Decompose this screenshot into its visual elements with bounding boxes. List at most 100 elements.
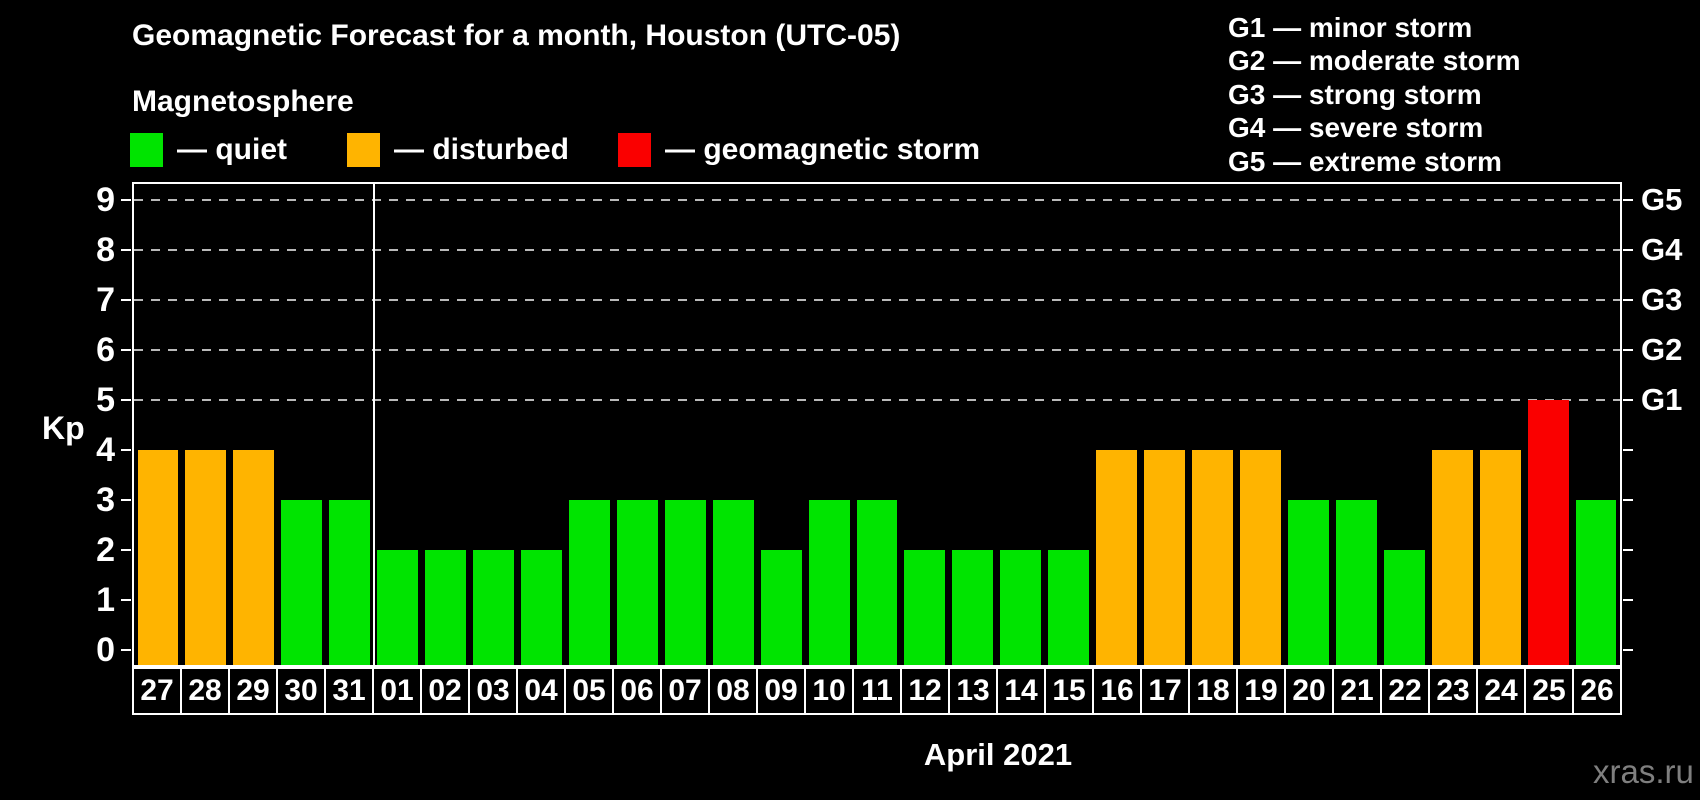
kp-bar-18 — [1192, 450, 1233, 665]
disturbed-swatch-icon — [347, 133, 380, 167]
date-cell-18: 18 — [1188, 667, 1238, 715]
kp-bar-28 — [185, 450, 227, 665]
date-cell-03: 03 — [468, 667, 518, 715]
kp-bar-31 — [329, 500, 371, 665]
date-cell-25: 25 — [1524, 667, 1574, 715]
y-tick-right-3 — [1623, 499, 1633, 501]
y-tick-right-8 — [1623, 249, 1633, 251]
kp-bar-15 — [1048, 550, 1090, 665]
date-cell-24: 24 — [1476, 667, 1526, 715]
quiet-swatch-icon — [130, 133, 163, 167]
x-axis-title: April 2021 — [923, 737, 1073, 772]
kp-bar-13 — [952, 550, 994, 665]
kp-bar-21 — [1335, 500, 1377, 665]
y-tick-right-0 — [1623, 649, 1633, 651]
y-tick-left-8 — [121, 249, 131, 251]
g-level-label-g1: G1 — [1641, 382, 1683, 417]
y-tick-label-4: 4 — [96, 431, 115, 469]
date-cell-15: 15 — [1044, 667, 1094, 715]
g-scale-legend-line-g2: G2 — moderate storm — [1228, 45, 1521, 77]
date-cell-16: 16 — [1092, 667, 1142, 715]
plot-inner — [134, 184, 1620, 665]
kp-bar-05 — [568, 500, 610, 665]
kp-bar-11 — [856, 500, 898, 665]
g-level-label-g4: G4 — [1641, 232, 1683, 267]
kp-bar-19 — [1240, 450, 1281, 665]
date-axis-row: 27 28 29 30 31 01 02 03 04 05 06 07 08 09 10 11 12 13 14 15… — [132, 667, 1622, 715]
kp-bar-07 — [664, 500, 706, 665]
date-cell-19: 19 — [1236, 667, 1286, 715]
y-tick-label-9: 9 — [96, 181, 115, 219]
y-tick-left-1 — [121, 599, 131, 601]
kp-bar-08 — [712, 500, 754, 665]
g-level-label-g3: G3 — [1641, 282, 1683, 317]
kp-bar-25 — [1527, 400, 1569, 665]
legend-label-disturbed: — disturbed — [394, 133, 570, 166]
g-scale-legend-line-g3: G3 — strong storm — [1228, 78, 1482, 110]
y-tick-right-9 — [1623, 199, 1633, 201]
legend-item-storm: — geomagnetic storm — [618, 133, 980, 167]
kp-bar-02 — [425, 550, 467, 665]
y-tick-label-5: 5 — [96, 381, 115, 419]
g-level-label-g5: G5 — [1641, 182, 1683, 217]
kp-bar-14 — [1000, 550, 1042, 665]
date-cell-10: 10 — [804, 667, 854, 715]
y-axis-title: Kp — [42, 410, 85, 446]
y-tick-left-9 — [121, 199, 131, 201]
kp-bar-09 — [760, 550, 802, 665]
y-tick-label-2: 2 — [96, 531, 115, 569]
legend-label-storm: — geomagnetic storm — [665, 133, 981, 166]
y-tick-right-2 — [1623, 549, 1633, 551]
legend-item-quiet: — quiet — [130, 133, 287, 167]
g-scale-legend-line-g4: G4 — severe storm — [1228, 112, 1484, 144]
date-cell-31: 31 — [324, 667, 374, 715]
y-tick-label-1: 1 — [96, 581, 115, 619]
plot-area — [132, 182, 1622, 667]
y-tick-left-4 — [121, 449, 131, 451]
y-tick-right-7 — [1623, 299, 1633, 301]
gridline-kp7 — [134, 299, 1620, 301]
date-cell-12: 12 — [900, 667, 950, 715]
date-cell-27: 27 — [132, 667, 182, 715]
g-scale-legend-line-g5: G5 — extreme storm — [1228, 145, 1502, 177]
kp-bar-20 — [1287, 500, 1329, 665]
legend-item-disturbed: — disturbed — [347, 133, 569, 167]
y-tick-right-4 — [1623, 449, 1633, 451]
y-tick-left-5 — [121, 399, 131, 401]
date-cell-22: 22 — [1380, 667, 1430, 715]
g-scale-legend: G1 — minor storm G2 — moderate storm G3 … — [1228, 11, 1521, 178]
y-tick-left-0 — [121, 649, 131, 651]
date-cell-11: 11 — [852, 667, 902, 715]
kp-bar-26 — [1575, 500, 1617, 665]
storm-swatch-icon — [618, 133, 651, 167]
date-cell-23: 23 — [1428, 667, 1478, 715]
date-cell-30: 30 — [276, 667, 326, 715]
y-tick-right-5 — [1623, 399, 1633, 401]
date-cell-01: 01 — [372, 667, 422, 715]
date-cell-29: 29 — [228, 667, 278, 715]
g-scale-legend-line-g1: G1 — minor storm — [1228, 12, 1473, 43]
date-cell-06: 06 — [612, 667, 662, 715]
gridline-kp9 — [134, 199, 1620, 201]
chart-title: Geomagnetic Forecast for a month, Housto… — [132, 19, 901, 52]
date-cell-09: 09 — [756, 667, 806, 715]
y-tick-right-6 — [1623, 349, 1633, 351]
gridline-kp6 — [134, 349, 1620, 351]
watermark: xras.ru — [1593, 753, 1694, 790]
kp-bar-29 — [233, 450, 275, 665]
date-cell-07: 07 — [660, 667, 710, 715]
date-cell-13: 13 — [948, 667, 998, 715]
y-tick-label-8: 8 — [96, 231, 115, 269]
date-cell-26: 26 — [1572, 667, 1622, 715]
legend-label-quiet: — quiet — [177, 133, 287, 166]
date-cell-08: 08 — [708, 667, 758, 715]
y-tick-left-3 — [121, 499, 131, 501]
date-cell-20: 20 — [1284, 667, 1334, 715]
month-separator-line — [372, 184, 375, 665]
g-level-label-g2: G2 — [1641, 332, 1683, 367]
date-cell-14: 14 — [996, 667, 1046, 715]
kp-bar-27 — [137, 450, 179, 665]
date-cell-21: 21 — [1332, 667, 1382, 715]
date-cell-02: 02 — [420, 667, 470, 715]
gridline-kp8 — [134, 249, 1620, 251]
